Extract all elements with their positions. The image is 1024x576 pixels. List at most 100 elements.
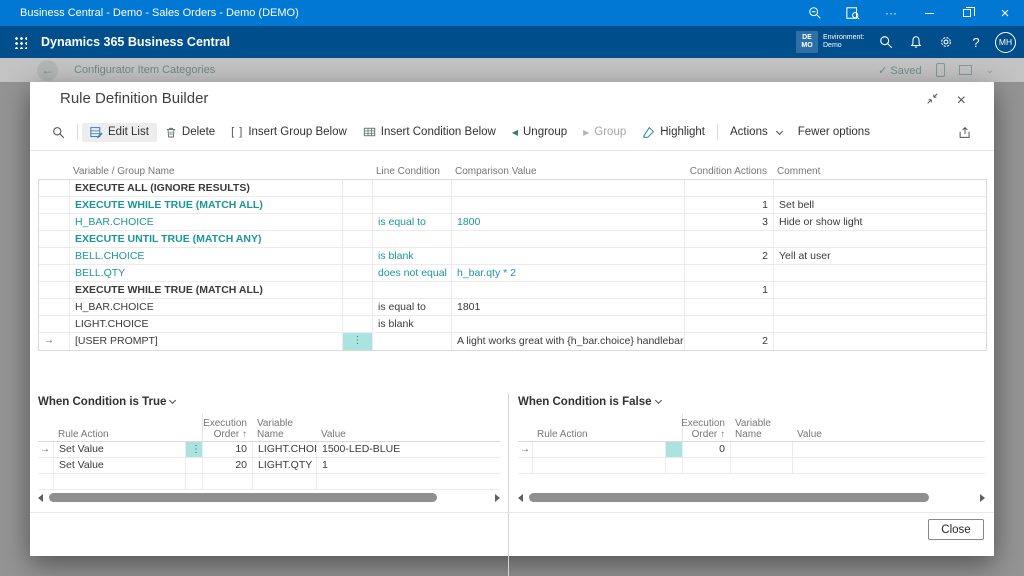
action-row-empty[interactable] [518,458,985,474]
trash-icon [165,126,177,139]
active-cell-menu-icon[interactable]: ⋮ [185,442,202,457]
condition-grid-icon [363,126,376,138]
scroll-right-icon[interactable] [495,493,500,502]
active-cell-menu-icon[interactable]: ⋮ [342,333,372,350]
scrollbar-thumb[interactable] [529,493,929,502]
scroll-right-icon[interactable] [980,493,985,502]
rule-row[interactable]: EXECUTE WHILE TRUE (MATCH ALL) 1 [39,282,986,299]
row-selector-arrow: → [44,335,54,346]
action-row-selected[interactable]: → 0 [518,442,985,458]
insert-condition-below-button[interactable]: Insert Condition Below [355,123,504,141]
avatar[interactable]: MH [995,31,1016,53]
chevron-down-icon [775,127,783,135]
window-close-icon[interactable]: × [1000,4,1010,22]
col-rule-action: Rule Action [537,429,588,440]
rule-row[interactable]: EXECUTE UNTIL TRUE (MATCH ANY) [39,231,986,248]
waffle-menu-icon[interactable] [14,35,27,49]
col-variable-name: Variable Name [735,418,771,440]
panel-divider [508,394,509,576]
col-line-condition: Line Condition [376,166,440,177]
rules-grid: Variable / Group Name Line Condition Com… [38,164,987,351]
collapse-dialog-icon[interactable] [926,92,939,110]
false-panel-title[interactable]: When Condition is False [518,396,662,408]
find-in-page-icon[interactable] [834,0,872,26]
back-button[interactable]: ← [37,59,58,81]
app-title[interactable]: Dynamics 365 Business Central [41,35,230,49]
col-execution-order: Execution Order ↑ [202,414,252,442]
search-icon[interactable] [871,26,901,58]
true-panel-title[interactable]: When Condition is True [38,396,177,408]
rule-row-selected[interactable]: → [USER PROMPT] ⋮ A light works great with … [39,333,986,350]
delete-button[interactable]: Delete [157,123,223,142]
scrollbar-thumb[interactable] [49,493,437,502]
col-value: Value [321,429,346,440]
close-button[interactable]: Close [928,519,984,540]
row-selector-arrow: → [520,444,530,455]
insert-group-below-button[interactable]: [ ] Insert Group Below [231,126,347,138]
settings-gear-icon[interactable] [931,26,961,58]
mobile-view-icon[interactable] [935,63,945,77]
background-page-header: ← Configurator Item Categories ✓ Saved ⌄ [0,58,1024,82]
highlight-button[interactable]: Highlight [634,123,713,142]
false-panel-hscrollbar[interactable] [518,492,985,503]
brackets-icon: [ ] [231,126,244,138]
shrink-window-icon[interactable]: ⌄ [985,64,994,76]
environment-badge[interactable]: DE MO [796,31,818,53]
active-cell[interactable] [665,442,682,457]
scroll-left-icon[interactable] [518,493,523,502]
false-actions-table: Rule Action Execution Order ↑ Variable N… [518,414,985,474]
app-header: Dynamics 365 Business Central DE MO Envi… [0,26,1024,58]
rule-row[interactable]: EXECUTE WHILE TRUE (MATCH ALL) 1 Set bell [39,197,986,214]
col-execution-order: Execution Order ↑ [681,414,730,442]
group-icon: ▶ [583,127,590,137]
rule-row[interactable]: BELL.QTY does not equal h_bar.qty * 2 [39,265,986,282]
action-row-empty[interactable] [38,474,500,490]
row-selector-arrow: → [40,444,50,455]
edit-list-icon [90,126,103,139]
breadcrumb[interactable]: Configurator Item Categories [74,64,216,76]
resize-window-icon[interactable] [958,65,972,75]
dialog-title: Rule Definition Builder [60,90,209,107]
col-condition-actions: Condition Actions [689,166,767,177]
help-icon[interactable]: ? [972,34,980,50]
minimize-icon[interactable] [910,0,948,26]
chevron-down-icon [654,396,662,405]
dialog-close-icon[interactable]: × [956,92,966,109]
toolbar-search-icon[interactable] [44,123,73,142]
col-rule-action: Rule Action [58,429,109,440]
scroll-left-icon[interactable] [38,493,43,502]
col-value: Value [797,429,822,440]
rule-row[interactable]: H_BAR.CHOICE is equal to 1801 [39,299,986,316]
rule-row[interactable]: H_BAR.CHOICE is equal to 1800 3 Hide or show… [39,214,986,231]
footer-divider [30,512,994,513]
environment-label: Environment: Demo [823,34,865,49]
rule-row[interactable]: EXECUTE ALL (IGNORE RESULTS) [39,180,986,197]
dialog-toolbar: Edit List Delete [ ] Insert Group Below … [44,120,980,144]
col-variable-name: Variable Name [257,418,293,440]
ungroup-button[interactable]: ◀ Ungroup [511,126,568,138]
share-icon[interactable] [950,123,980,142]
chevron-down-icon [169,396,177,405]
titlebar-more-icon[interactable]: ··· [885,6,897,20]
ungroup-icon: ◀ [511,127,518,137]
highlight-icon [642,126,655,139]
action-row-selected[interactable]: → Set Value ⋮ 10 LIGHT.CHOICE 1500-LED-B… [38,442,500,458]
true-actions-table: Rule Action Execution Order ↑ Variable N… [38,414,500,490]
fewer-options-button[interactable]: Fewer options [797,126,870,138]
col-comment: Comment [777,166,821,177]
rules-grid-header: Variable / Group Name Line Condition Com… [38,164,987,179]
restore-icon[interactable] [948,0,986,26]
col-comparison-value: Comparison Value [455,166,537,177]
col-variable-group-name: Variable / Group Name [73,166,175,177]
true-panel-hscrollbar[interactable] [38,492,500,503]
saved-indicator: ✓ Saved [878,64,922,77]
group-button[interactable]: ▶ Group [583,126,627,138]
action-row[interactable]: Set Value 20 LIGHT.QTY 1 [38,458,500,474]
rule-row[interactable]: LIGHT.CHOICE is blank [39,316,986,333]
check-icon: ✓ [878,64,888,77]
actions-menu-button[interactable]: Actions [722,123,790,141]
edit-list-button[interactable]: Edit List [82,122,157,142]
rule-row[interactable]: BELL.CHOICE is blank 2 Yell at user [39,248,986,265]
zoom-out-icon[interactable] [796,0,834,26]
notifications-bell-icon[interactable] [901,26,931,58]
